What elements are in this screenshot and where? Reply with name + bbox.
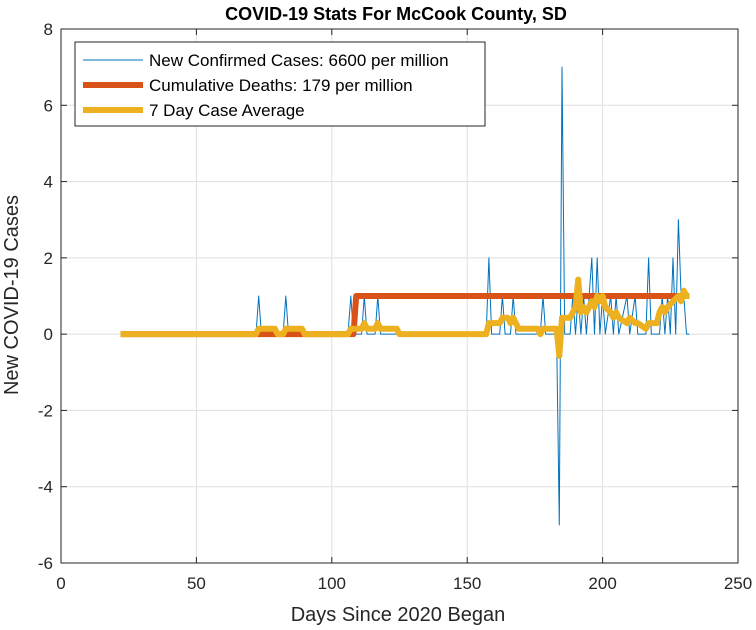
x-tick-label: 100: [318, 574, 346, 593]
chart-title: COVID-19 Stats For McCook County, SD: [225, 4, 567, 24]
y-tick-label: 2: [44, 249, 53, 268]
y-tick-label: 8: [44, 20, 53, 39]
x-axis-label: Days Since 2020 Began: [291, 604, 506, 626]
axes-box: [60, 28, 739, 564]
series-line-3: [120, 276, 690, 359]
x-tick-label: 250: [724, 574, 752, 593]
legend-label-2: Cumulative Deaths: 179 per million: [149, 76, 413, 95]
x-tick-label: 150: [453, 574, 481, 593]
y-tick-label: -4: [38, 478, 53, 497]
legend-label-3: 7 Day Case Average: [149, 101, 305, 120]
y-tick-label: -2: [38, 401, 53, 420]
legend-box: [74, 41, 486, 127]
y-tick-label: 4: [44, 173, 53, 192]
x-tick-label: 0: [56, 574, 65, 593]
x-tick-label: 50: [187, 574, 206, 593]
y-tick-label: 6: [44, 96, 53, 115]
y-tick-label: 0: [44, 325, 53, 344]
y-axis-label: New COVID-19 Cases: [1, 195, 23, 395]
x-tick-label: 200: [588, 574, 616, 593]
legend-label-1: New Confirmed Cases: 6600 per million: [149, 51, 449, 70]
y-tick-label: -6: [38, 554, 53, 573]
legend: New Confirmed Cases: 6600 per million Cum…: [74, 41, 486, 127]
